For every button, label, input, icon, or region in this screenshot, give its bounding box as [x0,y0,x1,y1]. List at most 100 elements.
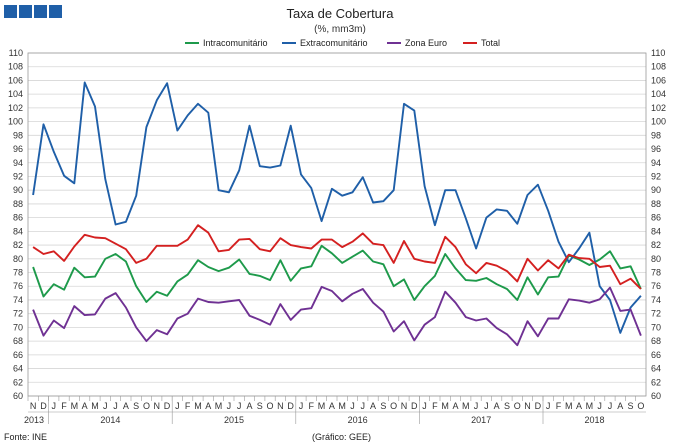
y-tick-label-right: 70 [651,322,661,332]
y-tick-label-right: 88 [651,199,661,209]
brand-block-2 [19,5,32,18]
x-tick-label: J [361,401,366,411]
x-year-label: 2017 [471,415,491,425]
y-tick-label-left: 66 [13,350,23,360]
y-tick-label-right: 106 [651,75,666,85]
x-tick-label: J [474,401,479,411]
x-year-label: 2018 [584,415,604,425]
x-tick-label: O [637,401,644,411]
x-tick-label: M [194,401,202,411]
brand-block-4 [49,5,62,18]
y-tick-label-left: 64 [13,364,23,374]
y-tick-label-right: 104 [651,89,666,99]
y-tick-label-left: 84 [13,226,23,236]
x-tick-label: J [608,401,613,411]
y-tick-label-left: 96 [13,144,23,154]
x-tick-label: J [422,401,427,411]
y-tick-label-left: 98 [13,130,23,140]
brand-block-3 [34,5,47,18]
x-tick-label: N [401,401,408,411]
x-tick-label: N [277,401,284,411]
series-line-intracomunit-rio [32,244,642,303]
x-tick-label: S [504,401,510,411]
legend-label: Extracomunitário [300,38,368,48]
y-tick-label-right: 64 [651,364,661,374]
x-tick-label: J [113,401,118,411]
x-tick-label: S [257,401,263,411]
x-year-label: 2015 [224,415,244,425]
x-tick-label: A [329,401,335,411]
x-tick-label: D [411,401,418,411]
y-tick-label-left: 90 [13,185,23,195]
x-tick-label: A [452,401,458,411]
x-tick-label: J [597,401,602,411]
x-tick-label: O [143,401,150,411]
y-tick-label-right: 60 [651,391,661,401]
y-tick-label-left: 62 [13,377,23,387]
y-tick-label-left: 72 [13,309,23,319]
source-note: Fonte: INE [4,432,47,442]
chart-subtitle: (%, mm3m) [314,24,366,35]
y-axis-left: 60 62 64 66 68 70 72 74 76 78 80 82 84 86 88 90 92 94 96 98… [8,48,23,401]
y-tick-label-right: 102 [651,103,666,113]
x-tick-label: D [535,401,542,411]
x-tick-label: J [484,401,489,411]
y-tick-label-left: 88 [13,199,23,209]
x-tick-label: N [30,401,37,411]
x-tick-label: D [164,401,171,411]
y-tick-label-left: 110 [9,48,23,58]
y-tick-label-right: 74 [651,295,661,305]
y-tick-label-left: 74 [13,295,23,305]
y-tick-label-right: 108 [651,62,666,72]
x-tick-label: F [185,401,191,411]
x-year-label: 2013 [24,415,44,425]
x-tick-label: D [287,401,294,411]
credit-note: (Gráfico: GEE) [312,432,371,442]
y-tick-label-left: 82 [13,240,23,250]
y-tick-label-right: 80 [651,254,661,264]
x-tick-label: M [215,401,223,411]
series-line-extracomunit-rio [32,81,642,334]
legend: Intracomunitário Extracomunitário Zona Eur… [185,38,500,48]
x-tick-label: D [40,401,47,411]
x-tick-label: J [299,401,304,411]
series-lines [32,81,642,347]
series-line-zona-euro [32,285,642,347]
y-tick-label-right: 84 [651,226,661,236]
brand-block-1 [4,5,17,18]
x-tick-label: J [52,401,57,411]
y-tick-label-right: 68 [651,336,661,346]
y-tick-label-right: 100 [651,117,666,127]
x-tick-label: M [71,401,79,411]
legend-label: Zona Euro [405,38,447,48]
legend-label: Total [481,38,500,48]
y-tick-label-right: 78 [651,268,661,278]
y-tick-label-left: 108 [8,62,23,72]
x-tick-label: N [524,401,531,411]
x-tick-label: A [370,401,376,411]
x-year-label: 2016 [348,415,368,425]
y-tick-label-right: 110 [651,48,665,58]
y-tick-label-right: 96 [651,144,661,154]
y-tick-label-right: 92 [651,171,661,181]
brand-logo [4,5,62,18]
y-tick-label-right: 72 [651,309,661,319]
y-tick-label-right: 62 [651,377,661,387]
x-tick-label: M [586,401,594,411]
x-year-label: 2014 [100,415,120,425]
x-tick-label: J [546,401,551,411]
x-tick-label: J [350,401,355,411]
x-tick-label: A [246,401,252,411]
y-tick-label-left: 78 [13,268,23,278]
y-tick-label-left: 60 [13,391,23,401]
x-tick-label: M [462,401,470,411]
y-axis-right: 60 62 64 66 68 70 72 74 76 78 80 82 84 86 88 90 92 94 96 98… [651,48,666,401]
x-tick-label: S [628,401,634,411]
x-tick-label: A [617,401,623,411]
x-tick-label: F [61,401,67,411]
x-tick-label: J [237,401,242,411]
y-tick-label-right: 82 [651,240,661,250]
series-line-total [32,224,642,290]
x-tick-label: N [154,401,161,411]
